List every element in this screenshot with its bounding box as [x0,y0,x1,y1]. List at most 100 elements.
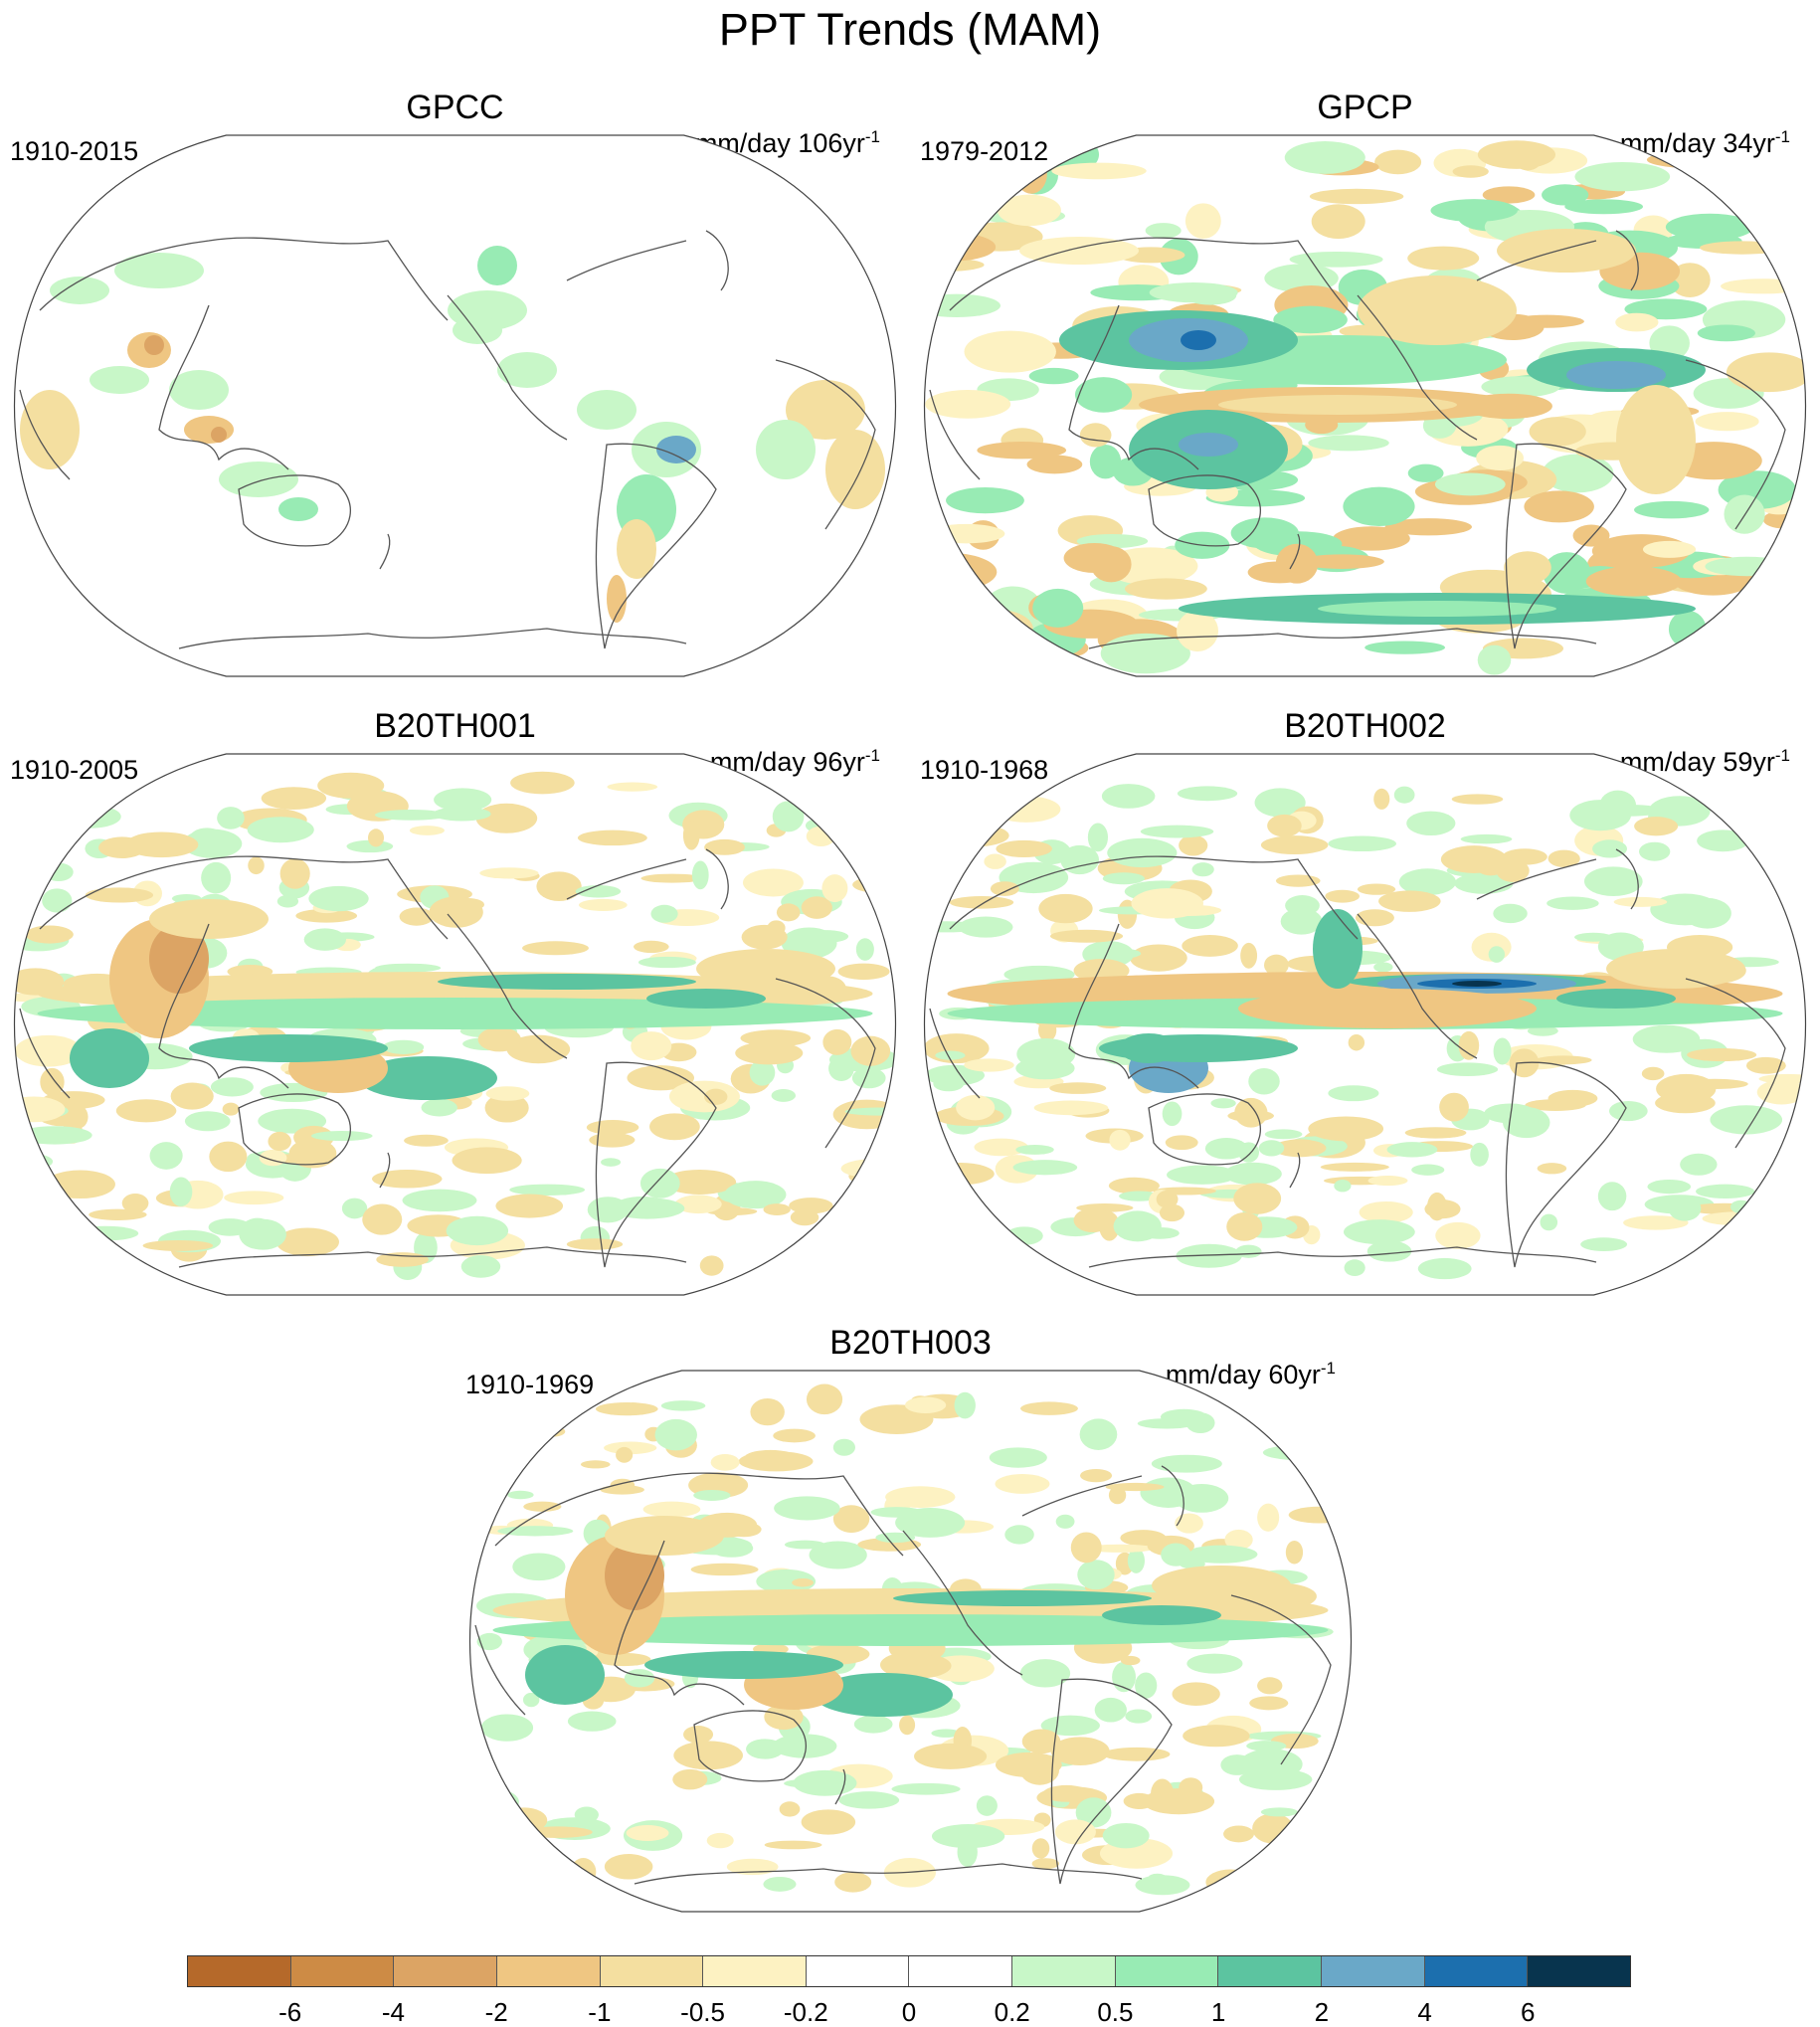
trend-patch [1476,445,1524,471]
trend-patch [851,1067,886,1089]
trend-patch [925,389,1011,419]
trend-patch [522,1692,540,1708]
trend-patch [682,820,700,850]
trend-patch [1283,1855,1304,1867]
trend-patch [1290,1874,1352,1884]
trend-patch [964,330,1056,373]
trend-patch [1145,223,1182,239]
trend-patch [1167,1165,1238,1185]
trend-patch [1458,1030,1480,1060]
trend-patch [1641,1066,1665,1081]
trend-patch [17,1126,92,1145]
trend-patch [1259,1410,1322,1437]
colorbar-tick-label: -2 [484,1997,508,2027]
trend-patch [1497,229,1636,273]
trend-patch [1038,893,1093,924]
trend-patch [1125,1709,1153,1724]
trend-patch [1359,1200,1413,1223]
colorbar-swatch [1218,1956,1323,1986]
trend-patch [1224,1529,1253,1551]
trend-patch [1051,162,1147,180]
map-outline [923,134,1807,677]
trend-patch [149,899,269,939]
trend-patch [288,1138,337,1169]
trend-patch [1592,839,1628,858]
trend-patch [1613,896,1668,907]
trend-patch [589,1132,636,1148]
trend-patch [89,1208,147,1220]
trend-patch [1177,610,1218,652]
trend-patch [433,807,491,822]
trend-patch [1504,551,1551,585]
trend-patch [421,1098,457,1117]
trend-patch [924,1210,976,1222]
trend-patch [806,826,836,847]
trend-patch [476,1632,502,1651]
trend-patch [832,1438,855,1456]
trend-patch [1309,188,1404,205]
trend-patch [1016,1037,1076,1070]
trend-patch [1140,825,1214,838]
coastline [1050,1678,1173,1885]
trend-patch [409,826,445,835]
trend-patch [930,1187,977,1209]
trend-patch [24,798,90,824]
trend-field [924,135,1806,676]
trend-patch [1583,866,1643,897]
trend-patch [601,1158,622,1167]
trend-patch [776,903,801,922]
trend-patch [984,853,1006,869]
trend-patch [885,1486,956,1508]
trend-patch [1320,1162,1389,1172]
trend-patch [904,1396,947,1414]
coastline [1021,1465,1184,1527]
trend-patch [644,1651,843,1679]
trend-patch [1135,1875,1190,1896]
trend-patch [1086,1544,1155,1553]
trend-patch [239,1217,276,1249]
trend-patch [672,1768,708,1790]
trend-patch [741,924,788,950]
trend-patch [261,787,327,811]
trend-patch [1764,1206,1784,1218]
trend-patch [1060,844,1100,875]
trend-patch [1741,782,1806,800]
coastline [902,1530,1023,1676]
trend-patch [1566,361,1666,389]
trend-patch [453,316,502,344]
coastline [693,1710,807,1782]
trend-patch [492,1864,538,1893]
trend-patch [924,164,996,194]
trend-patch [855,938,874,961]
trend-patch [452,1147,522,1175]
trend-patch [210,1077,254,1097]
trend-patch [773,1428,816,1443]
trend-patch [1179,433,1238,457]
trend-patch [1439,1092,1469,1122]
colorbar-swatch [600,1956,704,1986]
trend-patch [480,1714,534,1742]
trend-patch [1597,1182,1627,1211]
trend-field [14,135,896,676]
trend-patch [1275,543,1319,584]
colorbar-swatch [909,1956,1013,1986]
trend-patch [470,1787,513,1810]
trend-patch [1130,944,1187,972]
coastline [929,389,981,480]
trend-patch [1070,1532,1102,1564]
trend-patch [1224,1162,1282,1186]
trend-patch [566,1238,624,1250]
trend-patch [1264,1129,1303,1140]
trend-patch [114,253,204,288]
trend-patch [475,803,538,833]
trend-patch [656,436,696,463]
trend-patch [577,390,637,430]
trend-patch [1484,1103,1537,1124]
coastline [634,1863,1143,1885]
trend-patch [1210,1098,1236,1109]
trend-patch [1204,1137,1248,1160]
coastline [834,1768,846,1805]
trend-patch [54,1219,90,1248]
trend-patch [358,1056,497,1100]
colorbar-tick-label: -0.5 [680,1997,725,2027]
